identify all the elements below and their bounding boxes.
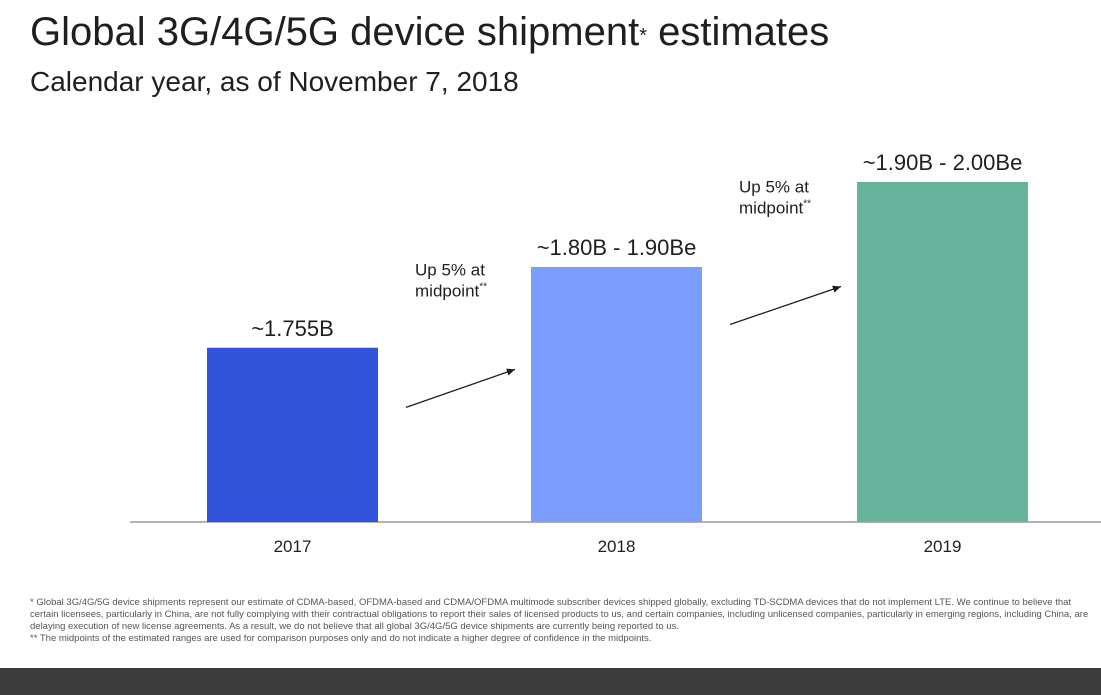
- footnotes: * Global 3G/4G/5G device shipments repre…: [30, 597, 1095, 645]
- x-tick-label-2018: 2018: [598, 537, 636, 556]
- value-label-2018: ~1.80B - 1.90Be: [537, 235, 697, 260]
- trend-arrow-1: [405, 368, 516, 408]
- bar-2019: [857, 182, 1028, 522]
- x-tick-label-2017: 2017: [274, 537, 312, 556]
- bar-2018: [531, 267, 702, 522]
- chart-title: Global 3G/4G/5G device shipment* estimat…: [30, 10, 830, 54]
- chart-subtitle: Calendar year, as of November 7, 2018: [30, 66, 519, 97]
- value-label-2019: ~1.90B - 2.00Be: [863, 150, 1023, 175]
- bar-2017: [207, 347, 378, 522]
- bottom-bar: [0, 668, 1101, 695]
- footnote-1: * Global 3G/4G/5G device shipments repre…: [30, 597, 1089, 632]
- x-tick-label-2019: 2019: [924, 537, 962, 556]
- trend-arrow-2: [729, 285, 842, 326]
- annotation-2: Up 5% at midpoint**: [739, 178, 811, 218]
- footnote-2: ** The midpoints of the estimated ranges…: [30, 633, 652, 644]
- value-label-2017: ~1.755B: [251, 316, 334, 341]
- bar-chart: ~1.755B 2017 ~1.80B - 1.90Be 2018 ~1.90B - 2…: [130, 150, 1101, 556]
- annotation-1: Up 5% at midpoint**: [415, 260, 487, 300]
- title-footnote-mark: *: [639, 25, 647, 47]
